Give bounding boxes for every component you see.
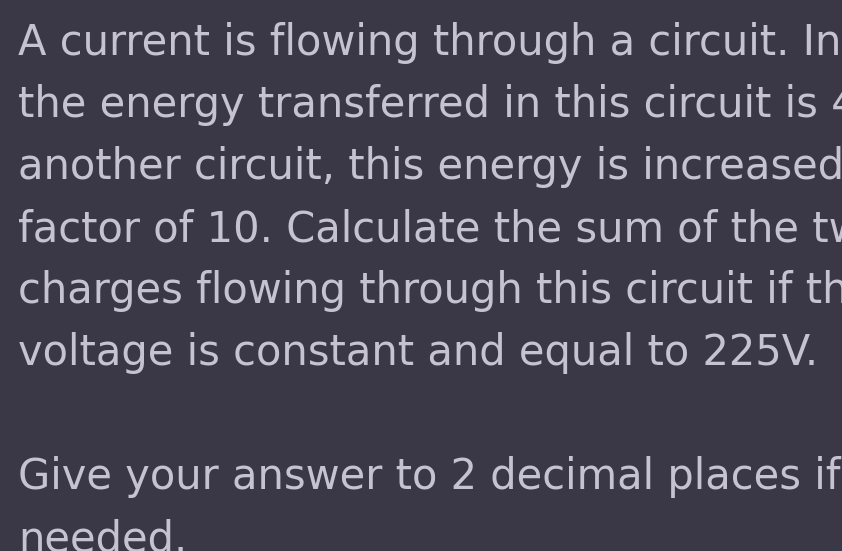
Text: the energy transferred in this circuit is 46J. In: the energy transferred in this circuit i… <box>18 84 842 126</box>
Text: factor of 10. Calculate the sum of the two: factor of 10. Calculate the sum of the t… <box>18 208 842 250</box>
Text: A current is flowing through a circuit. Initially,: A current is flowing through a circuit. … <box>18 22 842 64</box>
Text: Give your answer to 2 decimal places if: Give your answer to 2 decimal places if <box>18 456 840 498</box>
Text: needed.: needed. <box>18 518 187 551</box>
Text: charges flowing through this circuit if the: charges flowing through this circuit if … <box>18 270 842 312</box>
Text: another circuit, this energy is increased by a: another circuit, this energy is increase… <box>18 146 842 188</box>
Text: voltage is constant and equal to 225V.: voltage is constant and equal to 225V. <box>18 332 818 374</box>
